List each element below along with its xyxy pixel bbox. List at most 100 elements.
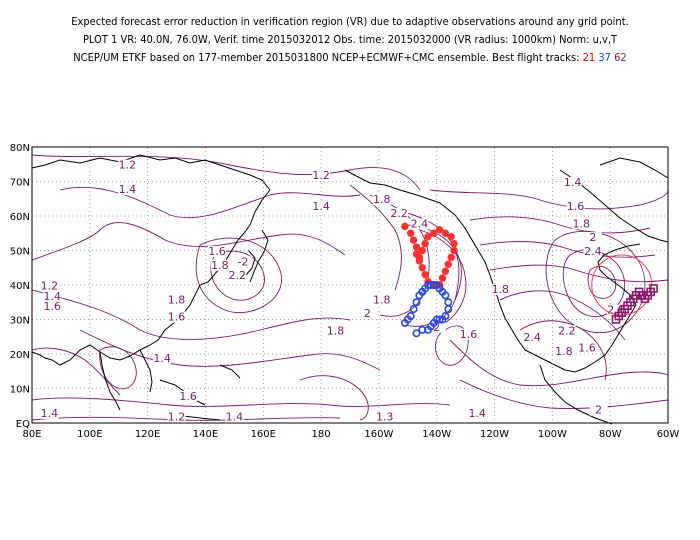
track-marker [412, 243, 421, 251]
x-tick-label: 100E [77, 429, 102, 440]
track-marker [406, 312, 415, 321]
contour-label: 1.6 [179, 390, 197, 403]
track-marker [418, 246, 426, 255]
track-marker [441, 267, 450, 275]
contour-label-bg [468, 408, 487, 420]
contour-label: 2.2 [558, 324, 576, 337]
contour-label-bg [566, 201, 585, 213]
contour-label-bg [208, 245, 227, 257]
x-tick-label: 160W [364, 429, 393, 440]
contour-label: 1.6 [567, 200, 585, 213]
track-marker [450, 239, 458, 248]
contour-label: 2 [595, 404, 602, 417]
track-marker [441, 229, 450, 237]
contour-label: 1.4 [468, 407, 486, 420]
contour-label: 2.4 [584, 245, 602, 258]
y-tick-label: 40N [10, 281, 30, 292]
contour-label-bg [40, 408, 59, 420]
flight-track-blue [400, 280, 453, 338]
contour-label: 2 [589, 231, 596, 244]
contour-label-bg [118, 159, 137, 171]
contour-label-bg [43, 301, 62, 313]
flight-track-purple [611, 284, 658, 324]
x-tick-label: 120E [135, 429, 160, 440]
track-marker [412, 298, 421, 307]
contour-label-bg [225, 411, 244, 423]
contour-label-bg [167, 311, 186, 323]
contour-label-bg [179, 390, 198, 402]
contour-label: 1.8 [211, 259, 229, 272]
contour-label: 2.2 [229, 269, 247, 282]
contour-label: 1.4 [119, 183, 137, 196]
y-tick-label: 30N [10, 316, 30, 327]
contour-label: 1.2 [41, 279, 59, 292]
header-line-1: Expected forecast error reduction in ver… [71, 15, 629, 28]
contour-label-bg [167, 411, 186, 423]
contour-label: 1.2 [312, 169, 330, 182]
figure-header: Expected forecast error reduction in ver… [0, 0, 700, 70]
contour-label-bg [153, 352, 172, 364]
contour-label: 1.8 [555, 345, 573, 358]
track-marker [450, 246, 458, 255]
contour-label-bg [312, 170, 331, 182]
track-marker [438, 274, 447, 282]
x-tick-label: 120W [480, 429, 509, 440]
contour-label: 2.2 [390, 207, 408, 220]
x-axis-ticks: 80E 100E 120E 140E 160E 180 160W 140W 120W 100W 80… [22, 429, 679, 440]
header-line-3-text: NCEP/UM ETKF based on 177-member 2015031… [73, 51, 580, 64]
track-red-label: 21 [582, 51, 596, 64]
track-marker [447, 233, 455, 241]
map-frame [31, 146, 669, 424]
contour-label-bg [523, 332, 542, 344]
header-line-2: PLOT 1 VR: 40.0N, 76.0W, Verif. time 201… [82, 33, 618, 46]
contour-label-bg [572, 218, 591, 230]
contour-label: 1.6 [208, 245, 226, 258]
contour-label-bg [118, 183, 137, 195]
track-marker [429, 280, 438, 289]
contour-label: 1.6 [578, 342, 596, 355]
y-tick-label: 20N [10, 350, 30, 361]
track-marker [435, 315, 444, 324]
contour-label-bg [606, 304, 625, 316]
track-marker [421, 270, 429, 279]
contour-label-bg [557, 325, 576, 337]
contour-label-bg [459, 328, 478, 340]
y-axis-ticks: EQ 10N 20N 30N 40N 50N 60N 70N 80N [10, 143, 30, 430]
track-marker [418, 264, 426, 272]
track-purple-label: 62 [614, 51, 627, 64]
contour-label: 2.4 [523, 331, 541, 344]
contour-label-bg [491, 283, 510, 295]
header-line-3: NCEP/UM ETKF based on 177-member 2015031… [0, 51, 700, 64]
contour-label: 1.4 [312, 200, 330, 213]
y-tick-label: 70N [10, 178, 30, 189]
contour-label-bg [375, 411, 394, 423]
contour-label-bg [554, 346, 573, 357]
contour-label-bg [578, 342, 597, 354]
contour-label: 1.2 [168, 411, 186, 424]
x-tick-label: 140W [422, 429, 451, 440]
track-marker [407, 229, 415, 237]
track-blue-label: 37 [598, 51, 611, 64]
y-tick-label: 10N [10, 385, 30, 396]
contour-label-bg [410, 218, 429, 230]
contour-label-bg [326, 325, 345, 337]
x-tick-label: 80E [22, 429, 41, 440]
track-marker [430, 229, 438, 237]
y-tick-label: 80N [10, 143, 30, 154]
track-marker [415, 253, 424, 262]
contour-label-bg [563, 176, 582, 188]
contour-label-bg [312, 201, 331, 213]
contour-label-bg [40, 280, 59, 292]
contour-label-bg [390, 208, 409, 219]
track-marker [401, 222, 409, 231]
track-marker [444, 305, 453, 314]
contour-label: 1.8 [327, 324, 345, 337]
contour-label-bg [372, 194, 391, 206]
track-marker [412, 329, 421, 338]
y-tick-label: EQ [16, 419, 30, 430]
x-tick-label: 140E [193, 429, 218, 440]
contour-label: 1.4 [564, 176, 582, 189]
contour-label: 1.6 [460, 328, 478, 341]
x-tick-label: 180 [312, 429, 331, 440]
